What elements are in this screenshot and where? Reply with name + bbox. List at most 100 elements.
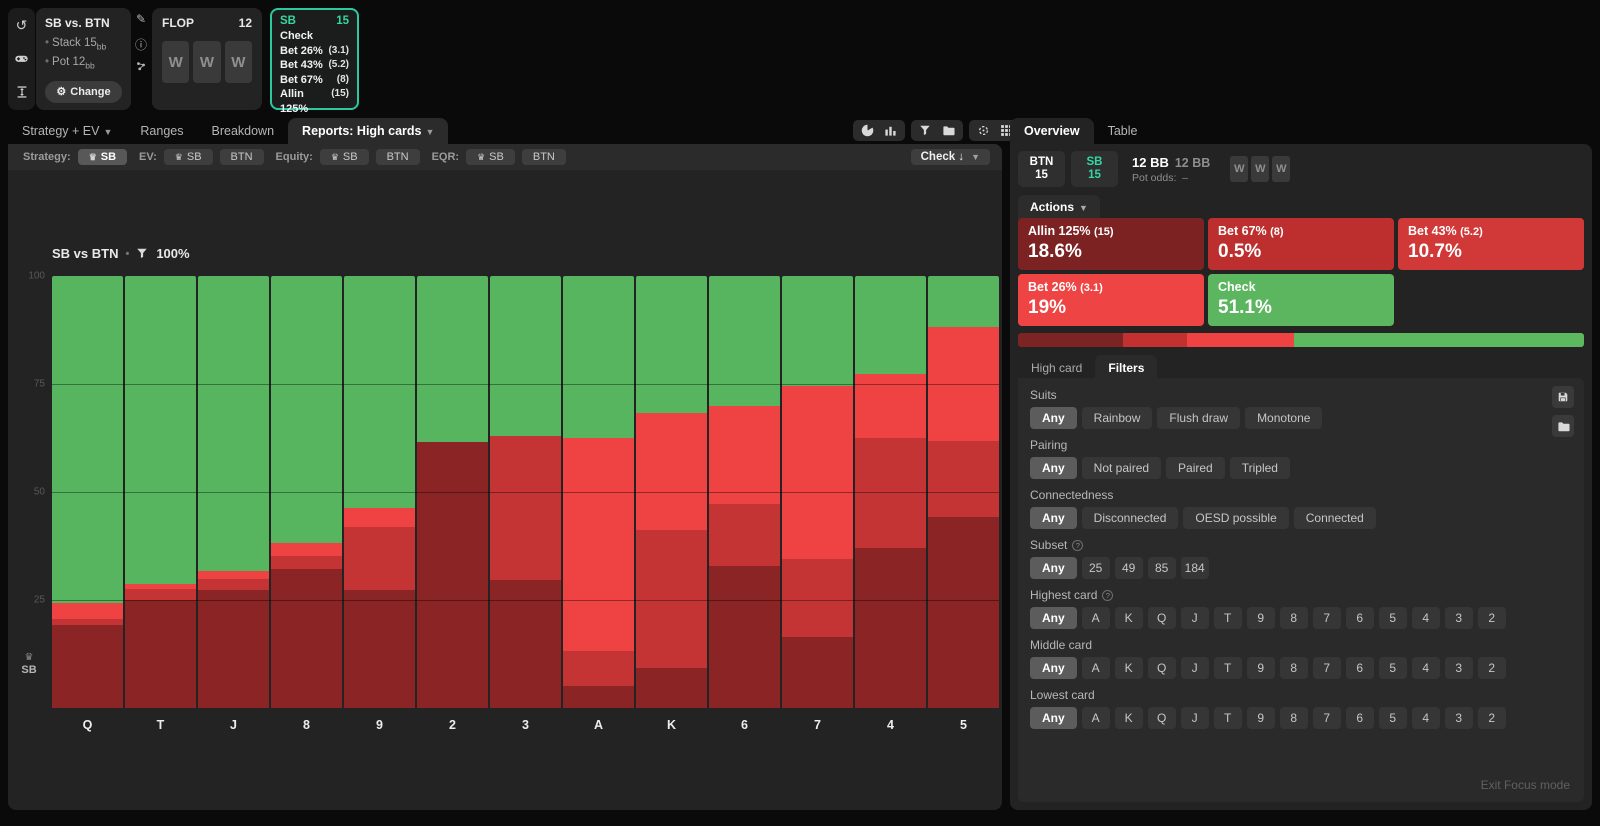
chart-bar-K[interactable] (636, 276, 707, 708)
action-button-bet-26-[interactable]: Bet 26% (3.1) 19% (1018, 274, 1204, 326)
filter-option-connected[interactable]: Connected (1293, 507, 1376, 529)
chart-bar-4[interactable] (855, 276, 926, 708)
crosshair-icon[interactable] (977, 124, 990, 137)
filter-option-disconnected[interactable]: Disconnected (1081, 507, 1179, 529)
exit-focus-mode[interactable]: Exit Focus mode (1480, 778, 1570, 792)
node-action-card[interactable]: SB 15 Check Bet 26% (3.1) Bet 43% (5.2) Bet 6… (270, 8, 359, 115)
chart-bar-T[interactable] (125, 276, 196, 708)
filter-option-49[interactable]: 49 (1114, 557, 1143, 579)
filter-option-not-paired[interactable]: Not paired (1081, 457, 1162, 479)
filter-option-q[interactable]: Q (1147, 607, 1176, 629)
filter-option-7[interactable]: 7 (1312, 607, 1341, 629)
filter-option-q[interactable]: Q (1147, 707, 1176, 729)
filter-option-2[interactable]: 2 (1477, 607, 1506, 629)
chart-bar-J[interactable] (198, 276, 269, 708)
filter-option-k[interactable]: K (1114, 607, 1143, 629)
filter-option-3[interactable]: 3 (1444, 607, 1473, 629)
filter-option-3[interactable]: 3 (1444, 657, 1473, 679)
filter-option-k[interactable]: K (1114, 657, 1143, 679)
filter-option-q[interactable]: Q (1147, 657, 1176, 679)
filter-option-5[interactable]: 5 (1378, 707, 1407, 729)
share-icon[interactable] (135, 60, 147, 75)
chart-bar-2[interactable] (417, 276, 488, 708)
filter-option-k[interactable]: K (1114, 707, 1143, 729)
stack-depth-icon[interactable] (14, 85, 30, 101)
chart-bar-7[interactable] (782, 276, 853, 708)
folder-icon[interactable] (942, 124, 955, 137)
filter-option-t[interactable]: T (1213, 707, 1242, 729)
edit-icon[interactable]: ✎ (135, 12, 147, 26)
filter-option-7[interactable]: 7 (1312, 707, 1341, 729)
action-button-check[interactable]: Check 51.1% (1208, 274, 1394, 326)
tab-reports-high-cards[interactable]: Reports: High cards ▼ (288, 118, 449, 144)
filter-option-3[interactable]: 3 (1444, 707, 1473, 729)
filter-option-2[interactable]: 2 (1477, 657, 1506, 679)
action-button-bet-43-[interactable]: Bet 43% (5.2) 10.7% (1398, 218, 1584, 270)
filter-bar-chip-btn[interactable]: BTN (521, 149, 566, 165)
filter-option-paired[interactable]: Paired (1166, 457, 1225, 479)
chart-bar-9[interactable] (344, 276, 415, 708)
filter-option-7[interactable]: 7 (1312, 657, 1341, 679)
player-chip-btn[interactable]: BTN 15 (1018, 151, 1065, 187)
filter-option-2[interactable]: 2 (1477, 707, 1506, 729)
filter-option-85[interactable]: 85 (1147, 557, 1176, 579)
filter-option-any[interactable]: Any (1030, 557, 1077, 579)
node-action-row[interactable]: Allin 125% (15) (280, 87, 349, 116)
filter-option-6[interactable]: 6 (1345, 707, 1374, 729)
save-icon[interactable] (1552, 386, 1574, 408)
filter-bar-chip-sb[interactable]: ♛ SB (77, 149, 128, 165)
filter-option-9[interactable]: 9 (1246, 707, 1275, 729)
filter-bar-chip-sb[interactable]: ♛ SB (466, 149, 515, 165)
node-action-row[interactable]: Bet 67% (8) (280, 73, 349, 88)
filter-option-flush-draw[interactable]: Flush draw (1157, 407, 1241, 429)
filter-icon[interactable] (919, 124, 932, 137)
filter-option-9[interactable]: 9 (1246, 607, 1275, 629)
tab-filters[interactable]: Filters (1095, 355, 1158, 378)
filter-option-8[interactable]: 8 (1279, 707, 1308, 729)
filter-option-4[interactable]: 4 (1411, 707, 1440, 729)
chart-bar-Q[interactable] (52, 276, 123, 708)
node-action-row[interactable]: Bet 43% (5.2) (280, 58, 349, 73)
filter-option-5[interactable]: 5 (1378, 657, 1407, 679)
filter-option-25[interactable]: 25 (1081, 557, 1110, 579)
folder-icon[interactable] (1552, 415, 1574, 437)
action-node-select[interactable]: Check ↓ ▼ (910, 149, 990, 165)
restart-icon[interactable]: ↺ (15, 17, 28, 33)
chart-bar-6[interactable] (709, 276, 780, 708)
filter-option-j[interactable]: J (1180, 657, 1209, 679)
filter-option-4[interactable]: 4 (1411, 607, 1440, 629)
chart-bar-8[interactable] (271, 276, 342, 708)
player-chip-sb[interactable]: SB 15 (1071, 151, 1118, 187)
filter-option-any[interactable]: Any (1030, 457, 1077, 479)
filter-option-oesd-possible[interactable]: OESD possible (1183, 507, 1289, 529)
filter-option-j[interactable]: J (1180, 607, 1209, 629)
filter-bar-chip-btn[interactable]: BTN (219, 149, 264, 165)
filter-option-any[interactable]: Any (1030, 657, 1077, 679)
filter-option-any[interactable]: Any (1030, 607, 1077, 629)
filter-option-a[interactable]: A (1081, 607, 1110, 629)
filter-bar-chip-sb[interactable]: ♛ SB (163, 149, 213, 165)
node-action-row[interactable]: Bet 26% (3.1) (280, 44, 349, 59)
change-button[interactable]: ⚙ Change (45, 80, 122, 103)
action-button-allin-125-[interactable]: Allin 125% (15) 18.6% (1018, 218, 1204, 270)
tab-overview[interactable]: Overview (1010, 118, 1094, 144)
filter-option-9[interactable]: 9 (1246, 657, 1275, 679)
filter-option-monotone[interactable]: Monotone (1245, 407, 1323, 429)
tab-ranges[interactable]: Ranges (140, 124, 184, 138)
filter-option-any[interactable]: Any (1030, 507, 1077, 529)
filter-option-4[interactable]: 4 (1411, 657, 1440, 679)
tab-table[interactable]: Table (1107, 124, 1138, 138)
filter-option-8[interactable]: 8 (1279, 657, 1308, 679)
filter-option-tripled[interactable]: Tripled (1229, 457, 1290, 479)
filter-option-j[interactable]: J (1180, 707, 1209, 729)
filter-option-8[interactable]: 8 (1279, 607, 1308, 629)
filter-option-any[interactable]: Any (1030, 707, 1077, 729)
pie-chart-icon[interactable] (861, 124, 874, 137)
chart-bar-A[interactable] (563, 276, 634, 708)
filter-option-t[interactable]: T (1213, 657, 1242, 679)
chart-bar-5[interactable] (928, 276, 999, 708)
filter-option-any[interactable]: Any (1030, 407, 1077, 429)
filter-option-t[interactable]: T (1213, 607, 1242, 629)
tab-breakdown[interactable]: Breakdown (211, 124, 275, 138)
node-action-row[interactable]: Check (280, 29, 349, 44)
